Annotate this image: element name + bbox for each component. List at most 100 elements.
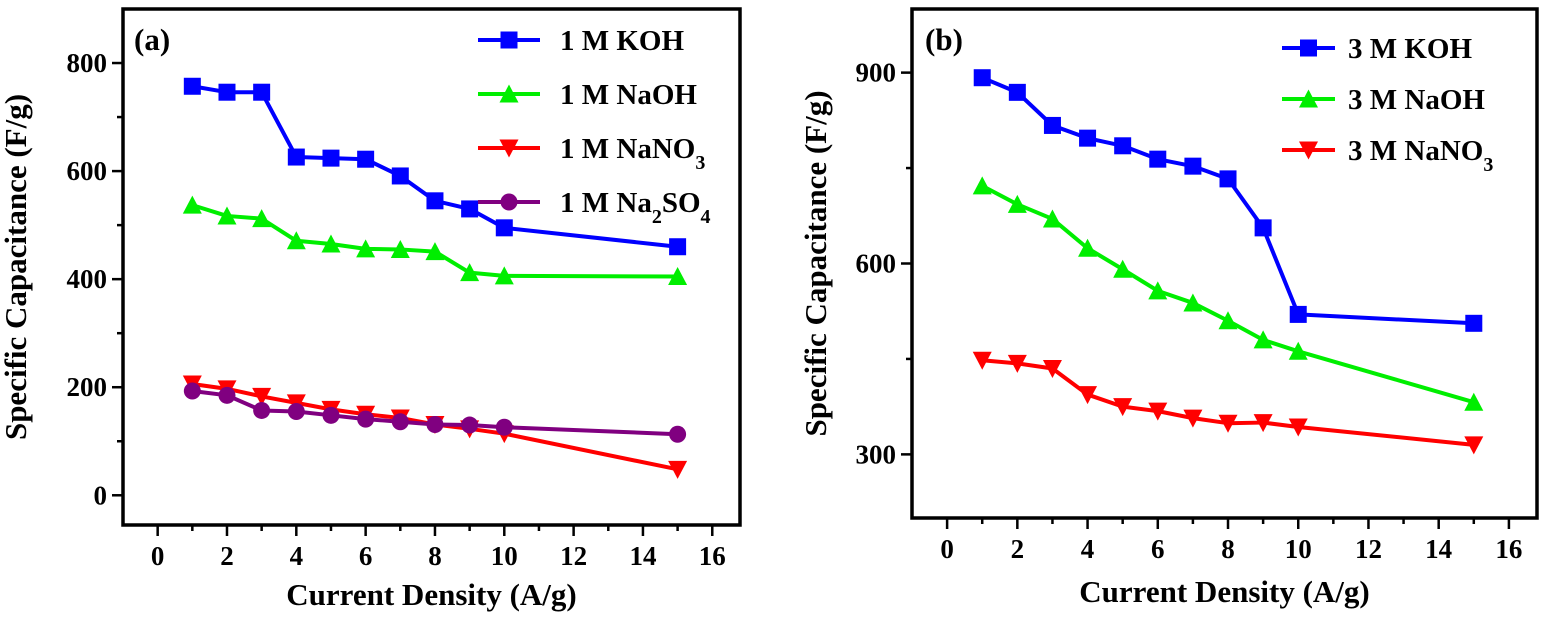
data-point [1289,305,1307,323]
panel-a: 0 2 4 6 8 10 12 14 16 0 200 400 600 800 Current Densit… [0,7,742,612]
panel-label: (b) [925,22,963,57]
legend-marker [1300,39,1317,57]
y-tick-label: 800 [67,48,108,78]
data-point [1149,150,1167,168]
y-tick-label: 600 [67,156,108,186]
x-tick-label: 10 [1285,534,1312,564]
legend-label: 3 M NaNO3 [1348,135,1493,176]
y-tick-label: 200 [67,372,108,402]
legend-label: 3 M KOH [1348,33,1472,65]
data-point [461,200,479,218]
data-point [1079,129,1097,147]
legend-entry: 3 M NaOH [1282,84,1485,116]
data-point [287,148,305,166]
data-point [182,195,202,214]
data-point [1253,330,1273,349]
x-tick-label: 14 [1425,534,1452,564]
legend-entry: 1 M NaNO3 [478,133,705,174]
data-point [183,382,201,400]
data-point [252,209,272,228]
x-tick-label: 10 [491,541,518,571]
data-point [218,83,236,101]
data-point [668,266,688,285]
data-point [495,418,513,436]
x-tick-label: 6 [1151,534,1165,564]
data-point [253,83,271,101]
x-tick-label: 8 [428,541,442,571]
data-point [1148,281,1168,300]
data-point [461,416,479,434]
legend-entry: 1 M Na2SO4 [478,187,711,228]
data-point [391,167,409,185]
y-axis-title: Specific Capacitance (F/g) [0,94,33,440]
data-point [1464,436,1484,455]
x-tick-label: 2 [220,541,234,571]
data-point [972,176,992,195]
data-point [1007,354,1027,373]
x-tick-label: 0 [940,534,954,564]
legend-entry: 1 M NaOH [478,79,697,111]
legend-entry: 3 M NaNO3 [1282,135,1493,176]
data-point [1288,418,1308,437]
y-tick-label: 400 [67,264,108,294]
data-point [322,149,340,167]
x-tick-label: 16 [1495,534,1522,564]
data-point [253,401,271,419]
x-tick-label: 12 [1355,534,1382,564]
y-tick-label: 0 [94,480,108,510]
series-1-m-na2so4 [183,382,687,443]
data-point [1042,359,1062,378]
data-point [390,239,410,258]
data-point [1183,293,1203,312]
series-3-m-nano3 [972,351,1484,455]
data-point [1042,209,1062,228]
data-point [356,239,376,258]
y-tick-label: 900 [856,58,897,88]
x-tick-label: 6 [359,541,373,571]
series-1-m-naoh [182,195,688,285]
data-point [460,263,480,282]
legend-label: 1 M NaNO3 [560,133,705,174]
data-point [321,234,341,253]
x-tick-label: 0 [151,541,165,571]
legend-marker [500,31,518,49]
series-3-m-naoh [972,176,1484,411]
x-tick-label: 16 [699,541,726,571]
data-point [287,403,305,421]
data-point [1114,137,1132,155]
data-point [1113,398,1133,417]
data-point [1148,402,1168,421]
x-tick-label: 2 [1011,534,1025,564]
data-point [425,242,445,261]
x-tick-label: 4 [1081,534,1095,564]
y-axis-title: Specific Capacitance (F/g) [798,90,833,436]
series-1-m-koh [183,77,687,256]
legend-marker [499,139,519,158]
legend-marker [499,84,519,103]
data-point [322,406,340,424]
legend-label: 1 M Na2SO4 [560,187,711,228]
data-point [1183,409,1203,428]
legend-marker [1299,141,1318,160]
data-point [669,425,687,443]
x-tick-label: 14 [629,541,656,571]
data-point [1219,170,1237,188]
data-point [1007,194,1027,213]
data-point [357,410,375,428]
x-tick-label: 12 [560,541,587,571]
x-tick-label: 4 [290,541,304,571]
data-point [1008,83,1026,101]
data-point [217,206,237,225]
data-point [972,351,992,370]
data-point [668,460,688,479]
legend-label: 1 M KOH [560,25,684,57]
data-point [1465,314,1483,332]
x-tick-label: 8 [1221,534,1235,564]
data-point [494,266,514,285]
data-point [1113,259,1133,278]
x-axis-title: Current Density (A/g) [286,577,576,612]
panel-b: 0 2 4 6 8 10 12 14 16 300 600 900 Current Density (A… [798,7,1539,609]
legend-marker [1299,89,1318,108]
data-point [286,231,306,250]
